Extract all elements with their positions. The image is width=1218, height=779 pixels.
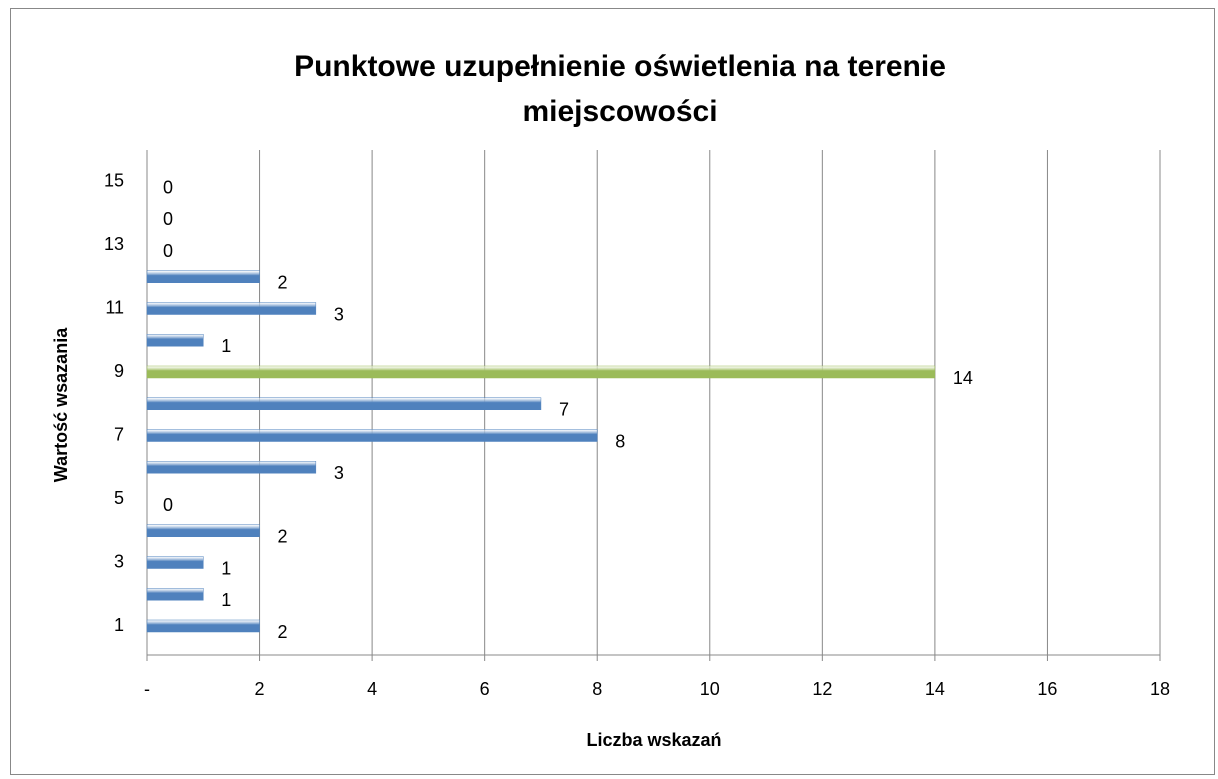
data-label: 2 xyxy=(278,527,288,547)
x-axis-title: Liczba wskazań xyxy=(586,730,721,750)
bar xyxy=(146,334,204,347)
data-label: 2 xyxy=(278,622,288,642)
x-tick-label: - xyxy=(144,679,150,699)
data-label: 7 xyxy=(559,400,569,420)
bar xyxy=(146,461,317,474)
y-tick-label: 5 xyxy=(114,488,124,508)
x-tick-label: 16 xyxy=(1037,679,1057,699)
data-label: 0 xyxy=(163,241,173,261)
bar xyxy=(146,365,936,379)
y-tick-label: 3 xyxy=(114,551,124,571)
x-tick-label: 8 xyxy=(592,679,602,699)
x-tick-label: 10 xyxy=(700,679,720,699)
chart-border xyxy=(10,8,1215,775)
x-tick-label: 14 xyxy=(925,679,945,699)
x-tick-label: 2 xyxy=(255,679,265,699)
data-label: 8 xyxy=(615,431,625,451)
y-tick-label: 7 xyxy=(114,424,124,444)
data-label: 1 xyxy=(221,590,231,610)
y-tick-label: 1 xyxy=(114,615,124,635)
data-label: 3 xyxy=(334,304,344,324)
x-tick-label: 4 xyxy=(367,679,377,699)
y-axis-title: Wartość wsazania xyxy=(51,327,71,482)
bar xyxy=(146,588,204,601)
data-label: 0 xyxy=(163,177,173,197)
x-tick-label: 12 xyxy=(812,679,832,699)
bar xyxy=(146,556,204,569)
data-label: 1 xyxy=(221,558,231,578)
data-label: 1 xyxy=(221,336,231,356)
y-tick-label: 9 xyxy=(114,361,124,381)
bar xyxy=(146,619,260,633)
y-tick-label: 15 xyxy=(104,170,124,190)
x-tick-label: 6 xyxy=(480,679,490,699)
chart-title: Punktowe uzupełnienie oświetlenia na ter… xyxy=(294,50,946,83)
bar xyxy=(146,397,542,410)
data-label: 2 xyxy=(278,273,288,293)
y-tick-label: 11 xyxy=(105,297,124,317)
data-label: 3 xyxy=(334,463,344,483)
y-tick-label: 13 xyxy=(104,234,124,254)
bar xyxy=(146,270,260,283)
data-label: 14 xyxy=(953,368,973,388)
x-tick-label: 18 xyxy=(1150,679,1170,699)
bar xyxy=(146,524,260,537)
data-label: 0 xyxy=(163,209,173,229)
bar xyxy=(146,302,317,315)
data-label: 0 xyxy=(163,495,173,515)
bar xyxy=(146,429,598,442)
chart-title: miejscowości xyxy=(522,95,717,128)
